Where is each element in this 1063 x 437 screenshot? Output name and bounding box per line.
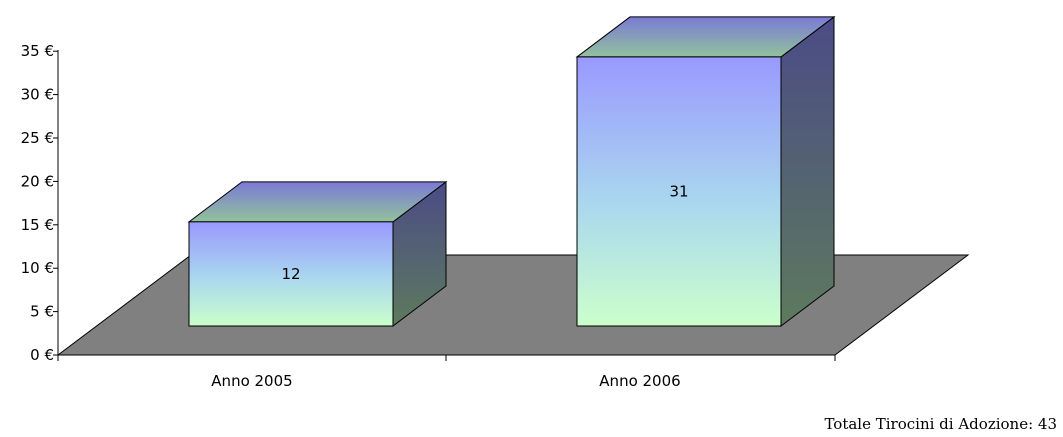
category-label: Anno 2005 [211,372,292,390]
y-tick-label: 25 € [21,129,54,147]
x-axis-ticks [57,355,836,361]
y-tick-label: 5 € [30,303,54,321]
y-tick-label: 10 € [21,259,54,277]
y-tick-label: 35 € [21,42,54,60]
bar-data-label: 31 [669,182,688,200]
bar-front-face [576,56,782,327]
bar-data-label: 12 [281,265,300,283]
bar-anno-2006: 31 [575,15,836,328]
y-tick-label: 30 € [21,86,54,104]
y-tick-label: 0 € [30,346,54,364]
category-label: Anno 2006 [599,372,680,390]
bar-side-face [780,15,835,328]
bar-anno-2005: 12 [187,180,448,328]
y-tick-label: 20 € [21,172,54,190]
y-tick-label: 15 € [21,216,54,234]
bar-front-face [188,221,394,327]
bars-group: 12 31 [187,15,836,328]
y-axis-ticks: 0 € 5 € 10 € 15 € 20 € 25 € 30 € 35 € [21,42,58,364]
category-labels: Anno 2005 Anno 2006 [211,372,680,390]
total-note: Totale Tirocini di Adozione: 43 [824,415,1057,433]
